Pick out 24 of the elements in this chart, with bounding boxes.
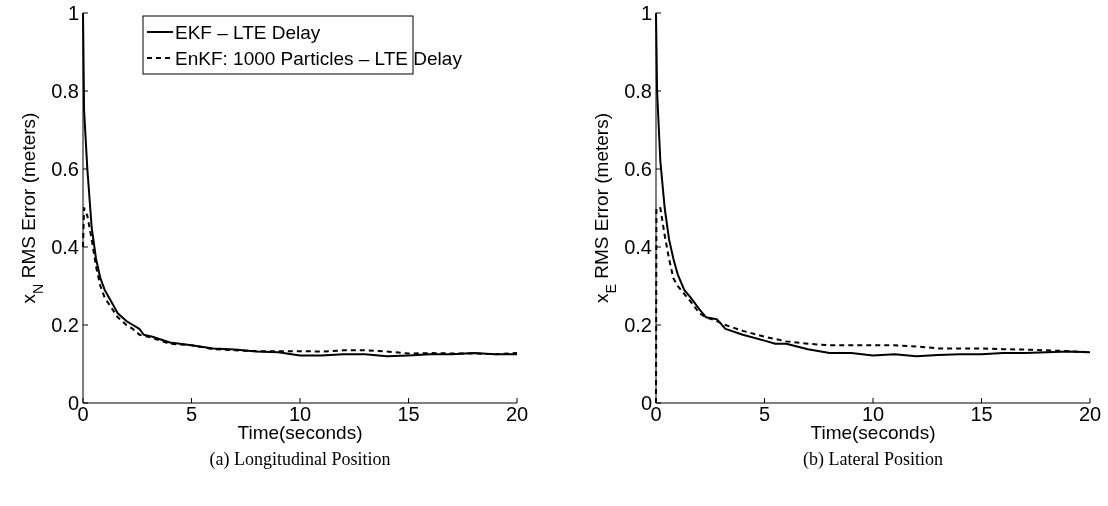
x-tick-label: 20: [1078, 403, 1102, 425]
x-axis-title: Time(seconds): [237, 422, 363, 443]
x-axis-title: Time(seconds): [810, 422, 936, 443]
y-tick-label: 1: [67, 2, 79, 24]
text: (a) Longitudinal Position: [209, 449, 391, 470]
legend-label: EKF – LTE Delay: [175, 22, 321, 43]
x-tick-label: 15: [970, 403, 993, 425]
text: (b) Lateral Position: [803, 449, 943, 470]
x-tick-label: 10: [861, 403, 885, 425]
y-tick-label: 0.4: [624, 236, 652, 258]
y-tick-label: 0.4: [51, 236, 79, 258]
y-tick-label: 1: [640, 2, 652, 24]
y-tick-label: 0.8: [624, 80, 652, 102]
x-tick-label: 20: [505, 403, 529, 425]
x-tick-label: 15: [397, 403, 420, 425]
x-tick-label: 5: [185, 403, 198, 425]
y-tick-label: 0.8: [51, 80, 79, 102]
y-tick-label: 0.2: [51, 314, 79, 336]
y-tick-label: 0.6: [624, 158, 652, 180]
y-tick-label: 0.2: [624, 314, 652, 336]
x-tick-label: 10: [288, 403, 312, 425]
legend-label: EnKF: 1000 Particles – LTE Delay: [175, 48, 463, 69]
x-tick-label: 5: [758, 403, 771, 425]
y-tick-label: 0.6: [51, 158, 79, 180]
